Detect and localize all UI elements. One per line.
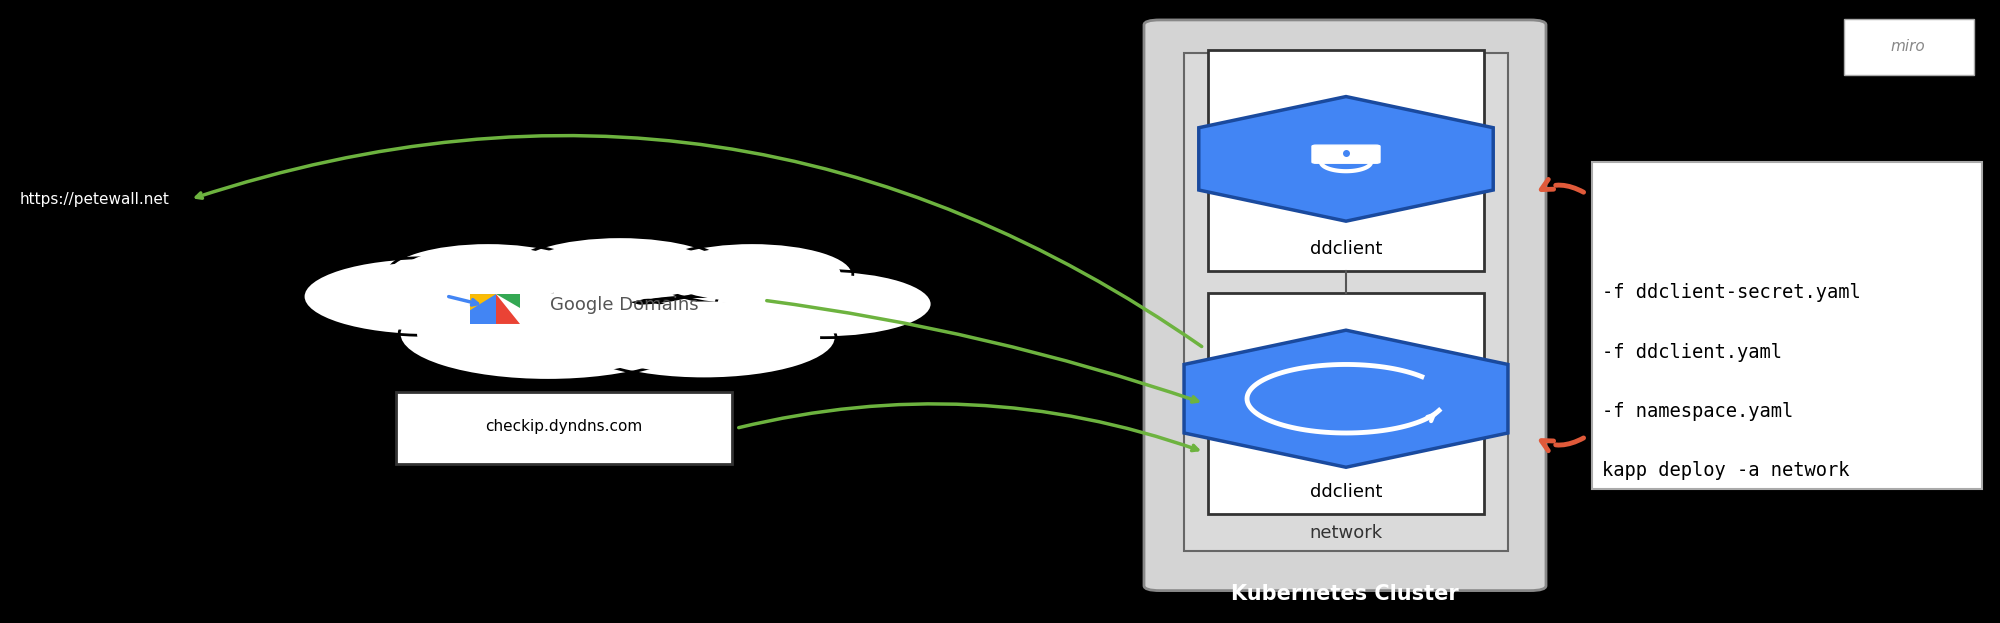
Circle shape xyxy=(588,302,820,374)
Polygon shape xyxy=(470,294,496,310)
Text: Kubernetes Cluster: Kubernetes Cluster xyxy=(1232,584,1458,604)
Circle shape xyxy=(388,243,588,305)
Polygon shape xyxy=(1198,97,1494,221)
Text: -f namespace.yaml: -f namespace.yaml xyxy=(1602,402,1794,421)
Circle shape xyxy=(418,293,678,374)
Circle shape xyxy=(304,258,552,335)
FancyBboxPatch shape xyxy=(1184,53,1508,551)
Circle shape xyxy=(512,237,728,304)
Circle shape xyxy=(400,247,576,302)
Text: secret: secret xyxy=(1322,74,1370,88)
Polygon shape xyxy=(496,294,520,308)
Circle shape xyxy=(664,247,840,302)
Polygon shape xyxy=(496,294,520,324)
Circle shape xyxy=(400,288,696,380)
Text: https://petewall.net: https://petewall.net xyxy=(20,192,170,207)
Circle shape xyxy=(652,243,852,305)
Text: kapp deploy -a network: kapp deploy -a network xyxy=(1602,461,1850,480)
FancyBboxPatch shape xyxy=(1844,19,1974,75)
Circle shape xyxy=(524,240,716,300)
Text: deploy: deploy xyxy=(1320,311,1372,325)
Text: -f ddclient.yaml: -f ddclient.yaml xyxy=(1602,343,1782,361)
FancyBboxPatch shape xyxy=(1208,293,1484,514)
FancyBboxPatch shape xyxy=(396,392,732,464)
Text: Google Domains: Google Domains xyxy=(550,297,698,314)
FancyBboxPatch shape xyxy=(470,294,496,324)
Polygon shape xyxy=(1184,330,1508,467)
FancyBboxPatch shape xyxy=(1208,50,1484,271)
Text: miro: miro xyxy=(1890,39,1926,54)
Text: ddclient: ddclient xyxy=(1310,240,1382,258)
FancyBboxPatch shape xyxy=(1592,162,1982,489)
Circle shape xyxy=(716,270,932,338)
Circle shape xyxy=(728,274,920,334)
Text: -f ddclient-secret.yaml: -f ddclient-secret.yaml xyxy=(1602,283,1860,302)
Text: DNS: DNS xyxy=(386,289,416,303)
Text: ddclient: ddclient xyxy=(1310,483,1382,501)
FancyBboxPatch shape xyxy=(1312,145,1380,163)
Circle shape xyxy=(318,262,538,331)
FancyBboxPatch shape xyxy=(1144,20,1546,591)
Circle shape xyxy=(572,297,836,379)
Text: checkip.dyndns.com: checkip.dyndns.com xyxy=(486,419,642,434)
Text: network: network xyxy=(1310,524,1382,541)
